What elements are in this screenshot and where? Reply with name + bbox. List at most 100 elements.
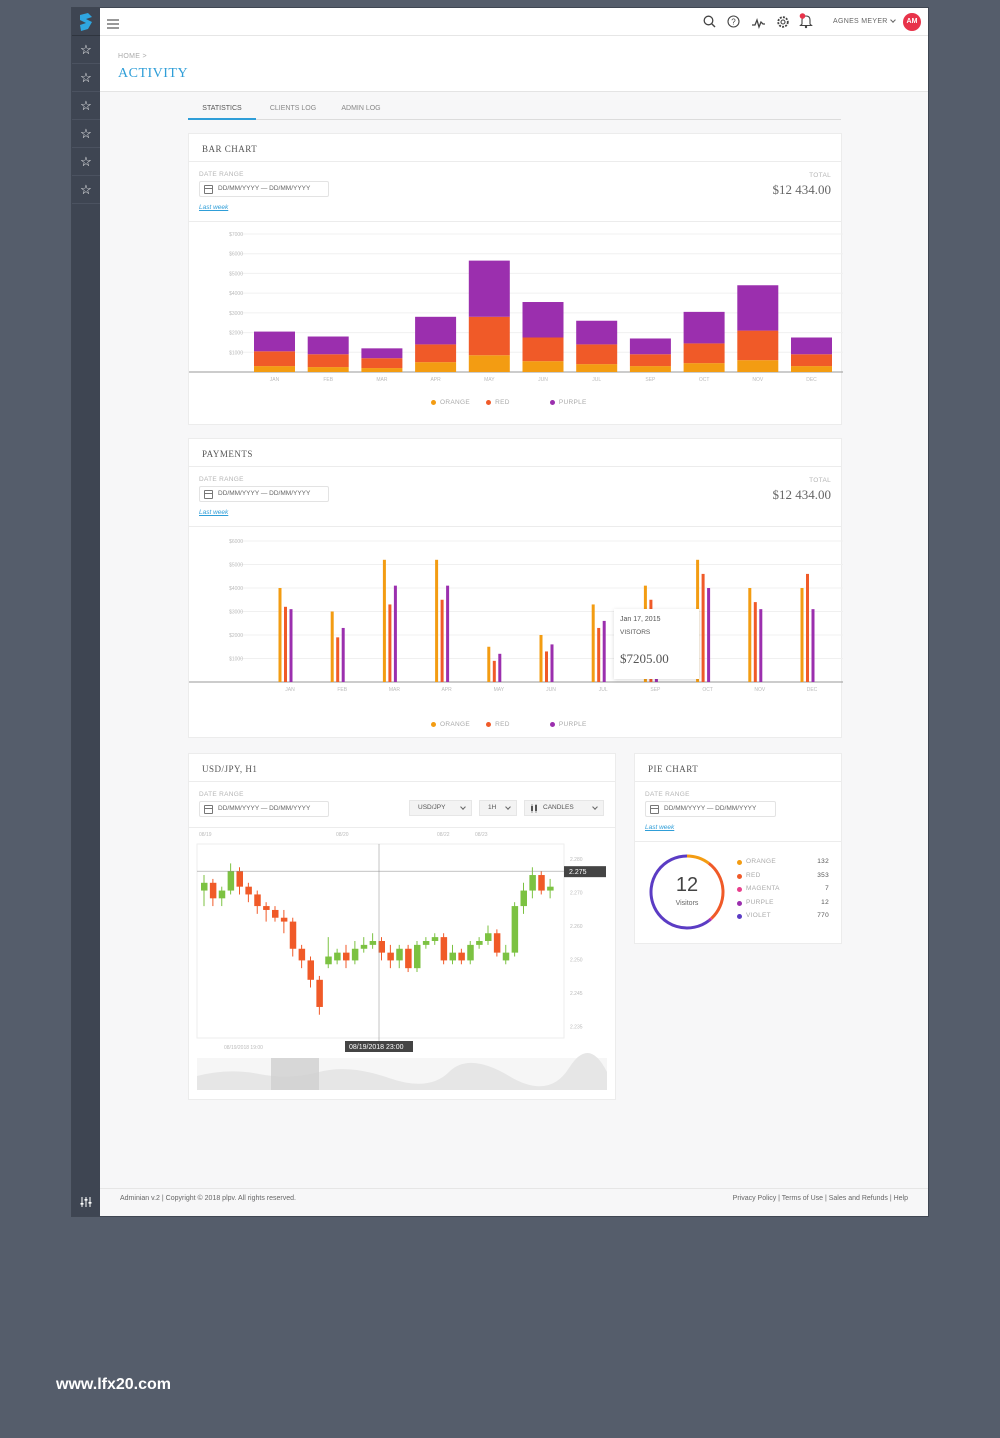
candle-body [520,890,527,907]
notifications-button[interactable] [799,13,813,29]
candle-body [502,952,510,961]
last-week-link[interactable]: Last week [199,509,229,516]
date-range-value: DD/MM/YYYY — DD/MM/YYYY [218,805,311,812]
pie-legend-item[interactable]: RED 353 [737,872,829,886]
bar-orange-sep [629,366,671,372]
breadcrumb[interactable]: HOME > [118,53,147,60]
legend-value: 770 [817,912,829,919]
y-tick-label: $5000 [229,563,243,569]
legend-dot [737,860,742,865]
bar-orange-may [487,646,491,682]
chart-type-select[interactable]: CANDLES [524,800,604,816]
donut-slice-purple [708,918,712,922]
sidebar-favorite-6[interactable]: ☆ [72,176,100,204]
card-title: PAYMENTS [202,449,253,459]
candle-body [209,882,217,899]
legend-label: PURPLE [558,399,587,406]
menu-button[interactable] [107,16,119,29]
total-label: TOTAL [809,477,831,484]
pie-legend-item[interactable]: ORANGE 132 [737,858,829,872]
tab-statistics[interactable]: STATISTICS [188,103,256,120]
bar-orange-mar [361,368,403,372]
chevron-down-icon[interactable] [890,17,896,23]
pie-legend-item[interactable]: PURPLE 12 [737,899,829,913]
help-button[interactable]: ? [727,15,740,28]
bar-red-feb [307,354,349,368]
date-range-value: DD/MM/YYYY — DD/MM/YYYY [664,805,757,812]
y-tick-label: $5000 [229,271,243,277]
settings-button[interactable] [776,15,790,29]
bar-purple-jan [289,609,293,682]
legend-label: VIOLET [746,912,771,919]
legend-item-orange[interactable]: ORANGE [431,721,470,728]
pie-legend-item[interactable]: VIOLET 770 [737,912,829,926]
bar-red-jul [576,344,618,365]
hamburger-icon [107,19,119,29]
sidebar-favorite-4[interactable]: ☆ [72,120,100,148]
date-range-input[interactable]: DD/MM/YYYY — DD/MM/YYYY [199,801,329,817]
star-icon: ☆ [80,181,92,197]
avatar-initials: AM [906,18,918,25]
bar-orange-dec [791,366,832,372]
sidebar-favorite-1[interactable]: ☆ [72,36,100,64]
candle-body [351,948,359,961]
date-tick-label: 08/22 [437,832,450,838]
legend-item-red[interactable]: RED [486,399,510,406]
search-button[interactable] [703,15,716,28]
bar-purple-jul [602,620,606,682]
activity-button[interactable] [752,16,765,30]
avatar[interactable]: AM [903,13,921,31]
y-tick-label: $6000 [229,539,243,545]
sidebar-favorite-2[interactable]: ☆ [72,64,100,92]
star-icon: ☆ [80,69,92,85]
sidebar-favorite-3[interactable]: ☆ [72,92,100,120]
sidebar: ☆ ☆ ☆ ☆ ☆ ☆ [72,8,100,1216]
legend-item-orange[interactable]: ORANGE [431,399,470,406]
date-range-label: DATE RANGE [199,791,244,798]
candles-icon [531,804,537,813]
y-tick-label: $1000 [229,657,243,663]
last-week-link[interactable]: Last week [645,824,675,831]
x-tick-label: APR [430,377,441,383]
sidebar-favorite-5[interactable]: ☆ [72,148,100,176]
bar-purple-feb [341,627,345,682]
bar-orange-may [468,355,510,372]
last-week-link[interactable]: Last week [199,204,229,211]
tab-admin-log[interactable]: ADMIN LOG [330,103,392,120]
date-range-input[interactable]: DD/MM/YYYY — DD/MM/YYYY [199,181,329,197]
pair-select[interactable]: USD/JPY [409,800,472,816]
date-range-input[interactable]: DD/MM/YYYY — DD/MM/YYYY [199,486,329,502]
interval-select[interactable]: 1H [479,800,517,816]
x-tick-label: JUL [599,687,608,693]
x-tick-label: OCT [702,687,713,693]
candle-body [201,882,208,891]
user-name[interactable]: AGNES MEYER [833,18,888,25]
chevron-down-icon [592,804,598,810]
tab-clients-log[interactable]: CLIENTS LOG [260,103,326,120]
bar-red-feb [336,637,340,682]
pie-legend-item[interactable]: MAGENTA 7 [737,885,829,899]
x-tick-label: FEB [323,377,333,383]
sidebar-settings-button[interactable] [72,1192,100,1212]
bar-red-mar [388,604,392,682]
bar-purple-jun [522,302,564,338]
legend-item-purple[interactable]: PURPLE [549,721,587,728]
app-logo[interactable] [72,8,100,36]
candle-body [263,906,270,910]
bar-orange-dec [800,588,804,682]
date-range-input[interactable]: DD/MM/YYYY — DD/MM/YYYY [645,801,776,817]
legend-item-purple[interactable]: PURPLE [549,399,587,406]
candle-body [343,952,350,961]
bar-orange-jun [522,361,564,372]
footer-links[interactable]: Privacy Policy | Terms of Use | Sales an… [732,1195,908,1202]
bar-purple-oct [707,588,711,682]
tooltip-date: Jan 17, 2015 [620,616,661,623]
y-tick-label: $4000 [229,586,243,592]
candle-body [289,921,297,949]
bar-purple-mar [361,348,403,359]
bar-purple-apr [415,316,457,345]
legend-dot [737,887,742,892]
bar-orange-oct [683,363,725,372]
legend-item-red[interactable]: RED [486,721,510,728]
legend-dot [486,721,492,727]
